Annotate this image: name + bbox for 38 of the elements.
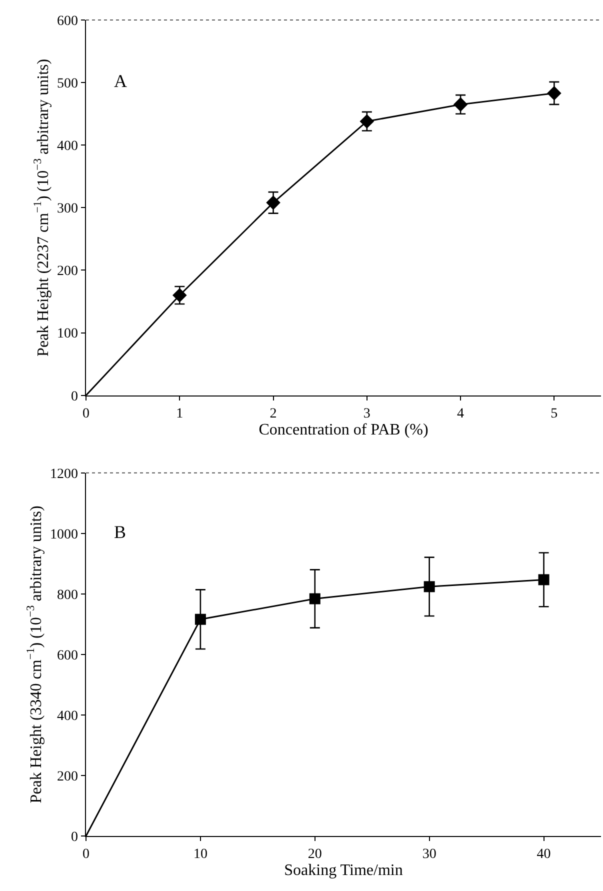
y-tick-label: 400 (57, 708, 78, 724)
x-axis-title: Soaking Time/min (284, 862, 403, 879)
x-tick-label: 3 (363, 406, 370, 422)
point (172, 288, 187, 302)
point (424, 581, 435, 592)
x-tick-label: 4 (457, 406, 464, 422)
y-tick-label: 0 (71, 830, 78, 845)
point (538, 574, 550, 586)
x-tick-label: 2 (270, 406, 277, 422)
point (453, 97, 468, 112)
y-tick-label: 0 (71, 389, 78, 404)
annotation: A (114, 71, 127, 91)
y-tick-label: 600 (57, 648, 78, 664)
y-tick-label: 800 (57, 588, 78, 603)
y-tick-label: 200 (57, 769, 78, 784)
point (309, 593, 320, 604)
y-tick-label: 300 (57, 202, 78, 217)
x-tick-label: 0 (82, 406, 90, 422)
x-tick-label: 40 (536, 846, 551, 862)
point (360, 114, 374, 128)
x-tick-label: 20 (308, 846, 322, 862)
annotation: B (114, 522, 126, 542)
y-tick-label: 500 (57, 76, 78, 92)
y-tick-label: 600 (57, 14, 78, 29)
x-tick-label: 10 (193, 846, 208, 862)
x-tick-label: 0 (82, 846, 90, 862)
x-tick-label: 30 (422, 846, 436, 862)
y-tick-label: 200 (57, 264, 78, 280)
point (266, 196, 280, 210)
y-tick-label: 1200 (50, 466, 78, 482)
point (194, 614, 206, 625)
y-tick-label: 400 (57, 139, 78, 154)
y-tick-label: 100 (57, 326, 78, 342)
x-tick-label: 1 (176, 406, 184, 422)
x-tick-label: 5 (550, 406, 558, 422)
y-tick-label: 1000 (50, 527, 78, 542)
x-axis-title: Concentration of PAB (%) (258, 421, 428, 438)
point (547, 86, 562, 100)
